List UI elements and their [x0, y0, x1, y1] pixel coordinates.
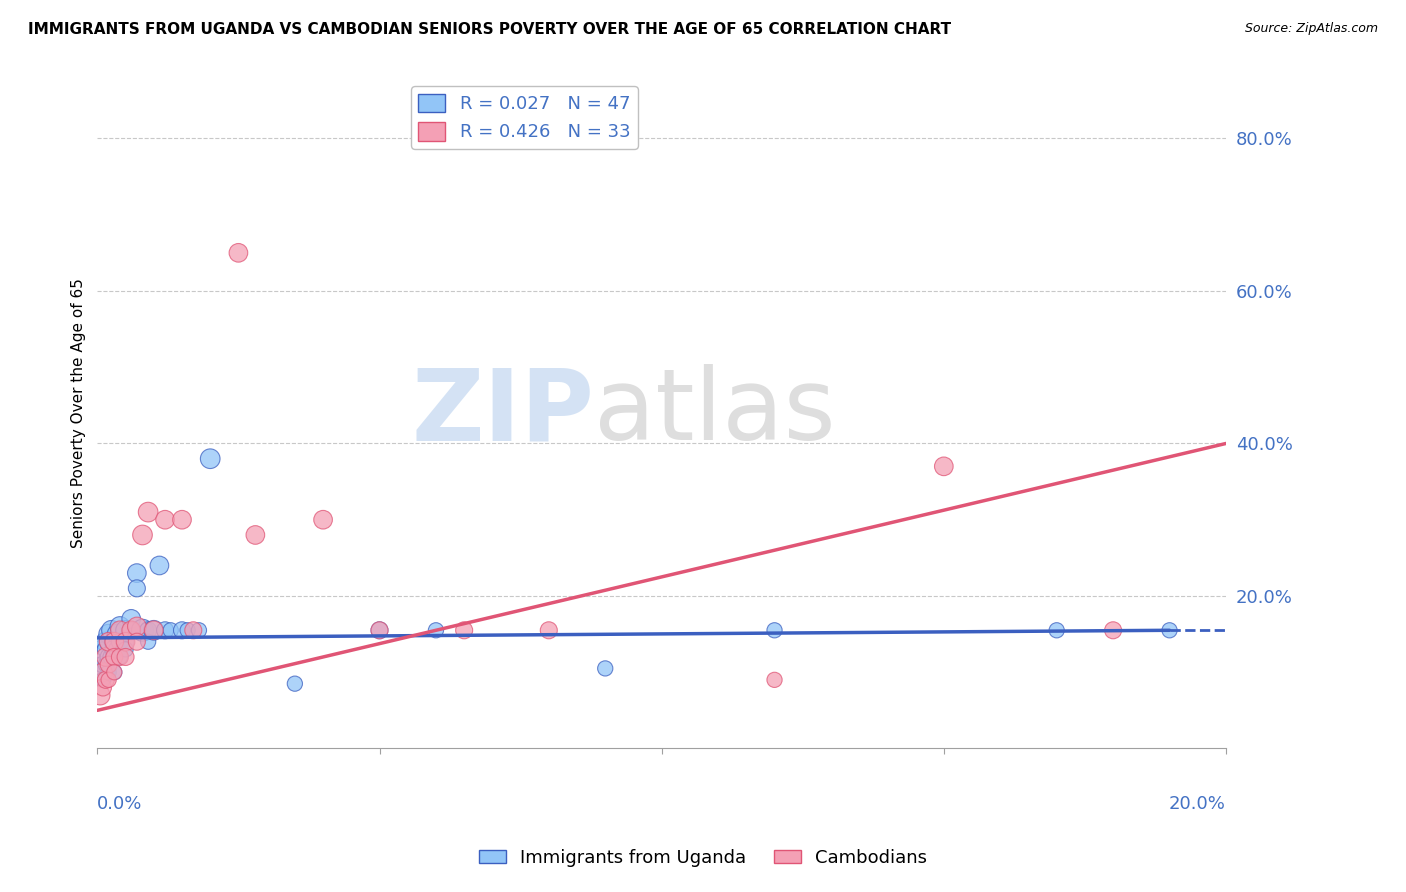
Point — [97, 634, 120, 648]
Point — [131, 624, 153, 638]
Point — [114, 634, 136, 648]
Text: 0.0%: 0.0% — [97, 796, 143, 814]
Point — [103, 665, 125, 680]
Point — [1046, 624, 1069, 638]
Point — [593, 661, 616, 675]
Point — [181, 624, 204, 638]
Point — [125, 619, 148, 633]
Point — [114, 642, 136, 657]
Point — [200, 451, 222, 466]
Point — [97, 634, 120, 648]
Point — [108, 650, 131, 665]
Point — [245, 528, 267, 542]
Point — [89, 688, 111, 702]
Point — [103, 634, 125, 648]
Point — [153, 624, 176, 638]
Point — [176, 624, 198, 638]
Point — [125, 634, 148, 648]
Point — [142, 624, 165, 638]
Legend: Immigrants from Uganda, Cambodians: Immigrants from Uganda, Cambodians — [471, 842, 935, 874]
Text: 20.0%: 20.0% — [1170, 796, 1226, 814]
Point — [97, 657, 120, 672]
Point — [103, 650, 125, 665]
Point — [120, 612, 142, 626]
Point — [114, 624, 136, 638]
Point — [108, 650, 131, 665]
Point — [136, 624, 159, 638]
Point — [131, 528, 153, 542]
Point — [170, 624, 193, 638]
Point — [228, 245, 250, 260]
Point — [103, 650, 125, 665]
Point — [187, 624, 209, 638]
Point — [91, 642, 114, 657]
Point — [136, 634, 159, 648]
Point — [142, 624, 165, 638]
Point — [1159, 624, 1181, 638]
Point — [114, 650, 136, 665]
Point — [91, 657, 114, 672]
Point — [125, 566, 148, 580]
Point — [763, 624, 786, 638]
Point — [94, 650, 117, 665]
Point — [120, 624, 142, 638]
Point — [97, 673, 120, 687]
Point — [100, 650, 122, 665]
Point — [94, 657, 117, 672]
Point — [91, 681, 114, 695]
Point — [120, 624, 142, 638]
Point — [94, 634, 117, 648]
Point — [148, 558, 170, 573]
Point — [97, 665, 120, 680]
Point — [97, 650, 120, 665]
Point — [97, 627, 120, 641]
Point — [312, 513, 335, 527]
Point — [89, 665, 111, 680]
Point — [170, 513, 193, 527]
Point — [114, 634, 136, 648]
Point — [125, 582, 148, 596]
Y-axis label: Seniors Poverty Over the Age of 65: Seniors Poverty Over the Age of 65 — [72, 278, 86, 548]
Text: atlas: atlas — [593, 365, 835, 461]
Point — [105, 627, 128, 641]
Point — [100, 624, 122, 638]
Text: Source: ZipAtlas.com: Source: ZipAtlas.com — [1244, 22, 1378, 36]
Point — [103, 634, 125, 648]
Point — [932, 459, 955, 474]
Point — [153, 513, 176, 527]
Point — [94, 642, 117, 657]
Point — [91, 665, 114, 680]
Point — [453, 624, 475, 638]
Text: IMMIGRANTS FROM UGANDA VS CAMBODIAN SENIORS POVERTY OVER THE AGE OF 65 CORRELATI: IMMIGRANTS FROM UGANDA VS CAMBODIAN SENI… — [28, 22, 952, 37]
Point — [108, 634, 131, 648]
Point — [108, 624, 131, 638]
Point — [136, 505, 159, 519]
Point — [108, 619, 131, 633]
Point — [763, 673, 786, 687]
Point — [103, 642, 125, 657]
Point — [91, 673, 114, 687]
Point — [284, 676, 307, 690]
Point — [1102, 624, 1125, 638]
Point — [159, 624, 181, 638]
Legend: R = 0.027   N = 47, R = 0.426   N = 33: R = 0.027 N = 47, R = 0.426 N = 33 — [411, 87, 638, 149]
Point — [105, 642, 128, 657]
Point — [94, 673, 117, 687]
Text: ZIP: ZIP — [411, 365, 593, 461]
Point — [368, 624, 391, 638]
Point — [537, 624, 560, 638]
Point — [103, 665, 125, 680]
Point — [425, 624, 447, 638]
Point — [368, 624, 391, 638]
